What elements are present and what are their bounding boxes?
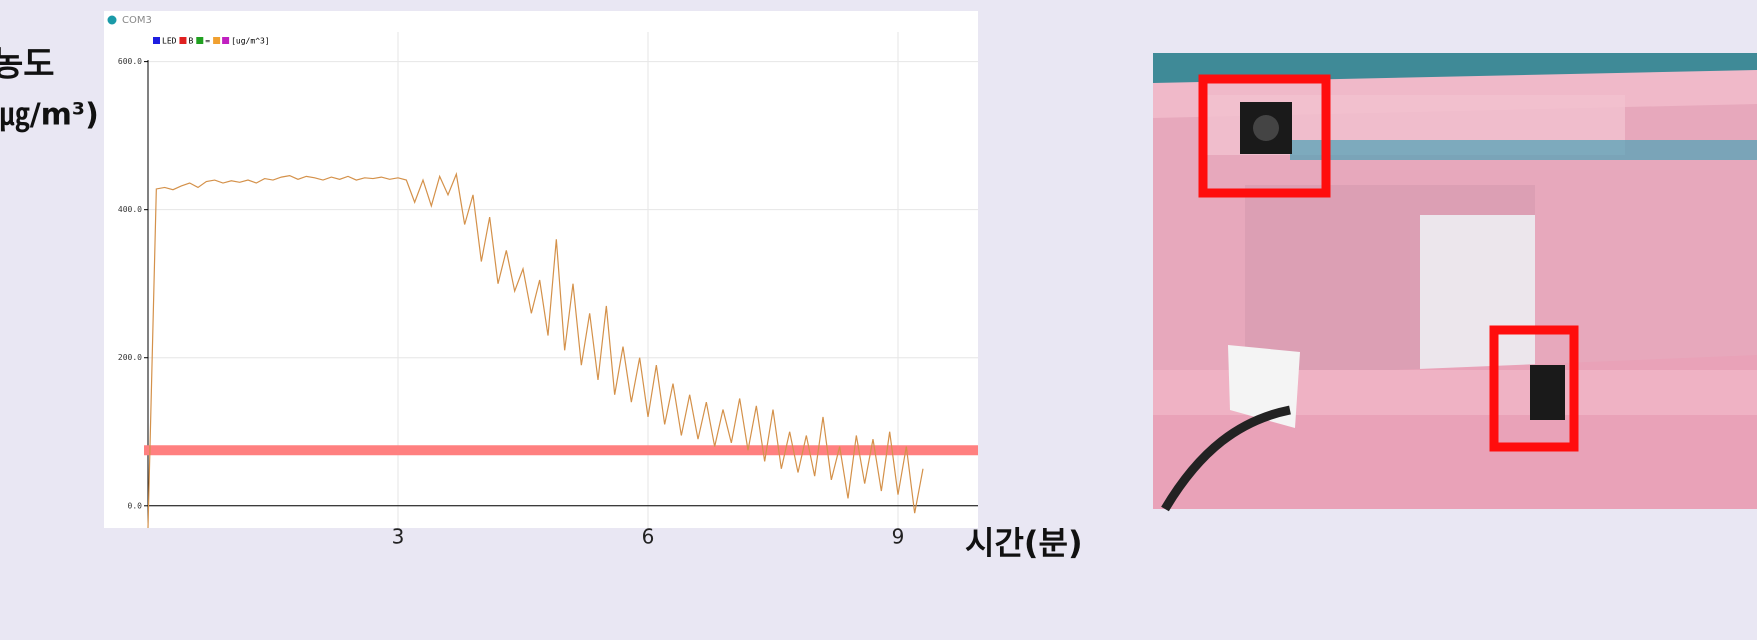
y-axis-label: 농도 xyxy=(0,45,55,85)
legend-swatch xyxy=(153,37,160,44)
y-tick-label: 400.0 xyxy=(118,205,142,214)
legend-swatch xyxy=(179,37,186,44)
y-tick-label: 200.0 xyxy=(118,353,142,362)
x-axis-label: 시간(분) xyxy=(965,524,1083,562)
legend-swatch xyxy=(213,37,220,44)
y-axis-label: (㎍/m³) xyxy=(0,98,99,134)
y-tick-label: 600.0 xyxy=(118,57,142,66)
photo xyxy=(1153,53,1757,509)
legend-label: B xyxy=(188,37,193,46)
legend-label: = xyxy=(205,37,210,46)
window-icon xyxy=(108,16,117,25)
legend-label: LED xyxy=(162,37,177,46)
window-title: COM3 xyxy=(122,15,152,26)
slide: {"chart_data": { "type": "line", "window… xyxy=(0,0,1757,640)
x-tick-label: 3 xyxy=(392,525,405,549)
y-tick-label: 0.0 xyxy=(128,501,143,510)
legend-label: [ug/m^3] xyxy=(231,37,270,46)
legend-swatch xyxy=(196,37,203,44)
x-tick-label: 9 xyxy=(892,525,905,549)
x-tick-label: 6 xyxy=(642,525,655,549)
legend-swatch xyxy=(222,37,229,44)
chart: COM3 LED B = [ug/m^3] 0.0 200.0 400.0 600.0 3 6 9… xyxy=(0,0,1757,640)
